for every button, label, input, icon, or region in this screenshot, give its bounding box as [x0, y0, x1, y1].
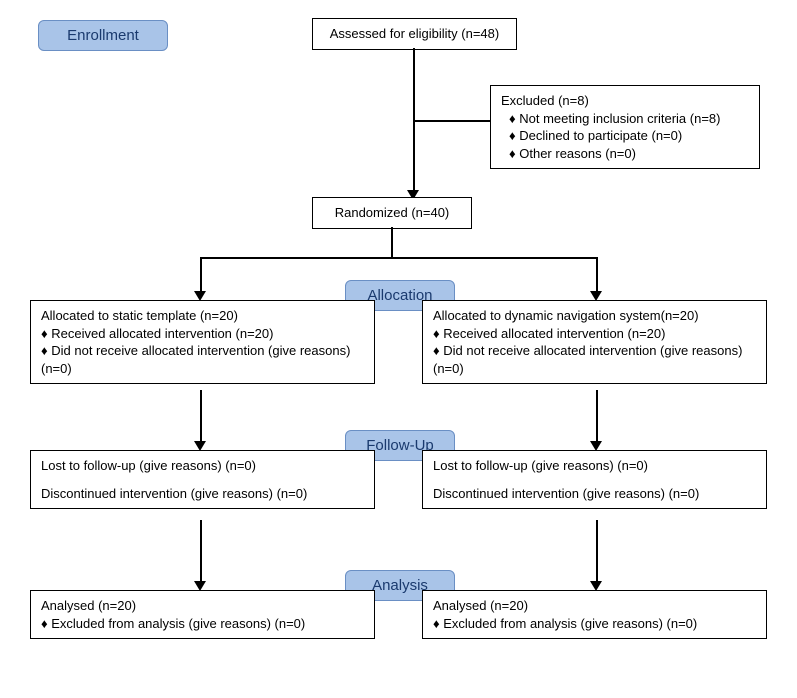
box-alloc-left: Allocated to static template (n=20) ♦ Re… [30, 300, 375, 384]
alloc-left-b1: Did not receive allocated intervention (… [41, 343, 350, 376]
fu-right-l1: Lost to follow-up (give reasons) (n=0) [433, 457, 756, 475]
excluded-bullet-1: ♦ Declined to participate (n=0) [509, 127, 749, 145]
excluded-bullet-2: ♦ Other reasons (n=0) [509, 145, 749, 163]
box-alloc-right: Allocated to dynamic navigation system(n… [422, 300, 767, 384]
an-left-l2: Excluded from analysis (give reasons) (n… [51, 616, 305, 631]
fu-left-l2: Discontinued intervention (give reasons)… [41, 485, 364, 503]
flowchart-canvas: Enrollment Assessed for eligibility (n=4… [0, 0, 797, 698]
box-fu-left: Lost to follow-up (give reasons) (n=0) D… [30, 450, 375, 509]
box-fu-right: Lost to follow-up (give reasons) (n=0) D… [422, 450, 767, 509]
an-left-l1: Analysed (n=20) [41, 597, 364, 615]
box-randomized: Randomized (n=40) [312, 197, 472, 229]
fu-right-l2: Discontinued intervention (give reasons)… [433, 485, 756, 503]
alloc-right-b1: Did not receive allocated intervention (… [433, 343, 742, 376]
box-an-left: Analysed (n=20) ♦ Excluded from analysis… [30, 590, 375, 639]
box-excluded: Excluded (n=8) ♦ Not meeting inclusion c… [490, 85, 760, 169]
excluded-title: Excluded (n=8) [501, 92, 749, 110]
box-an-right: Analysed (n=20) ♦ Excluded from analysis… [422, 590, 767, 639]
box-assessed: Assessed for eligibility (n=48) [312, 18, 517, 50]
fu-left-l1: Lost to follow-up (give reasons) (n=0) [41, 457, 364, 475]
excluded-bullet-0: ♦ Not meeting inclusion criteria (n=8) [509, 110, 749, 128]
alloc-right-title: Allocated to dynamic navigation system(n… [433, 307, 756, 325]
alloc-left-title: Allocated to static template (n=20) [41, 307, 364, 325]
phase-enrollment: Enrollment [38, 20, 168, 51]
alloc-right-b0: Received allocated intervention (n=20) [443, 326, 665, 341]
alloc-left-b0: Received allocated intervention (n=20) [51, 326, 273, 341]
an-right-l1: Analysed (n=20) [433, 597, 756, 615]
an-right-l2: Excluded from analysis (give reasons) (n… [443, 616, 697, 631]
